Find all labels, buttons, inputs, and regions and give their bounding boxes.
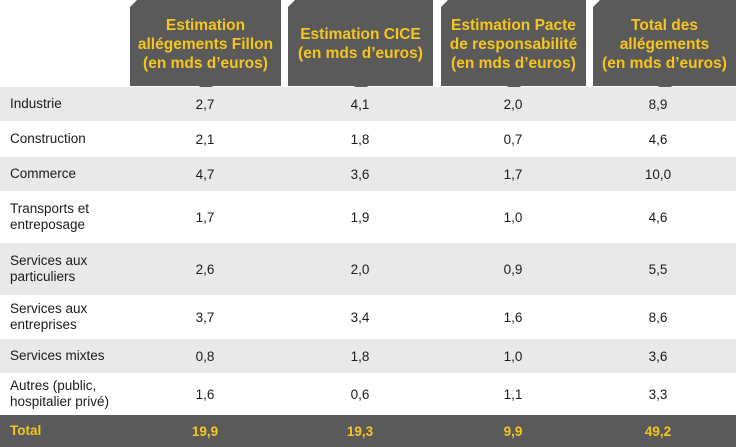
row-label: Autres (public, hospitalier privé) <box>10 378 110 409</box>
cell-value: 1,8 <box>350 348 370 364</box>
cell-value: 8,6 <box>648 309 668 325</box>
table-row: Industrie 2,7 4,1 2,0 8,9 <box>0 87 736 121</box>
table-row: Autres (public, hospitalier privé) 1,6 0,6… <box>0 373 736 415</box>
cell-value: 3,6 <box>648 348 668 364</box>
cell-value: 0,6 <box>350 386 370 402</box>
cell-value: 5,5 <box>648 261 668 277</box>
row-label: Services mixtes <box>10 348 105 363</box>
cell-value: 1,6 <box>195 386 215 402</box>
cell-value: 2,0 <box>503 96 523 112</box>
cell-value: 1,9 <box>350 209 370 225</box>
cell-value: 4,6 <box>648 131 668 147</box>
cell-value: 1,6 <box>503 309 523 325</box>
cell-value: 0,7 <box>503 131 523 147</box>
cell-value: 0,8 <box>195 348 215 364</box>
cell-value: 4,1 <box>350 96 370 112</box>
cell-value: 8,9 <box>648 96 668 112</box>
cell-value: 1,1 <box>503 386 523 402</box>
table-row: Services aux particuliers 2,6 2,0 0,9 5,5 <box>0 243 736 295</box>
table-row: Construction 2,1 1,8 0,7 4,6 <box>0 121 736 157</box>
cell-value: 4,6 <box>648 209 668 225</box>
cell-value: 2,6 <box>195 261 215 277</box>
cell-value: 4,7 <box>195 166 215 182</box>
cell-value: 3,6 <box>350 166 370 182</box>
row-label: Services aux particuliers <box>10 253 88 284</box>
cell-value: 1,7 <box>503 166 523 182</box>
cell-value: 2,1 <box>195 131 215 147</box>
total-row: Total 19,9 19,3 9,9 49,2 <box>0 415 736 447</box>
cell-value: 1,0 <box>503 348 523 364</box>
row-label: Construction <box>10 131 86 146</box>
cell-value: 1,7 <box>195 209 215 225</box>
total-value: 9,9 <box>503 423 523 439</box>
table-row: Transports et entreposage 1,7 1,9 1,0 4,6 <box>0 191 736 243</box>
row-label: Services aux entreprises <box>10 301 88 332</box>
cell-value: 3,7 <box>195 309 215 325</box>
cell-value: 3,3 <box>648 386 668 402</box>
header-cice: Estimation CICE (en mds d’euros) <box>288 0 433 93</box>
cell-value: 2,0 <box>350 261 370 277</box>
total-value: 19,9 <box>191 423 219 439</box>
row-label: Transports et entreposage <box>10 201 90 232</box>
total-value: 49,2 <box>644 423 672 439</box>
header-total-allegements: Total des allégements (en mds d’euros) <box>593 0 736 93</box>
row-label: Commerce <box>10 166 77 181</box>
total-value: 19,3 <box>346 423 374 439</box>
cell-value: 2,7 <box>195 96 215 112</box>
table-row: Services aux entreprises 3,7 3,4 1,6 8,6 <box>0 295 736 339</box>
header-pacte: Estimation Pacte de responsabilité (en m… <box>441 0 586 93</box>
table-row: Commerce 4,7 3,6 1,7 10,0 <box>0 157 736 191</box>
cell-value: 3,4 <box>350 309 370 325</box>
cell-value: 10,0 <box>644 166 672 182</box>
header-fillon: Estimation allégements Fillon (en mds d’… <box>130 0 281 93</box>
row-label: Industrie <box>10 96 62 111</box>
table-row: Services mixtes 0,8 1,8 1,0 3,6 <box>0 339 736 373</box>
cell-value: 0,9 <box>503 261 523 277</box>
cell-value: 1,8 <box>350 131 370 147</box>
cell-value: 1,0 <box>503 209 523 225</box>
total-label: Total <box>10 423 42 438</box>
